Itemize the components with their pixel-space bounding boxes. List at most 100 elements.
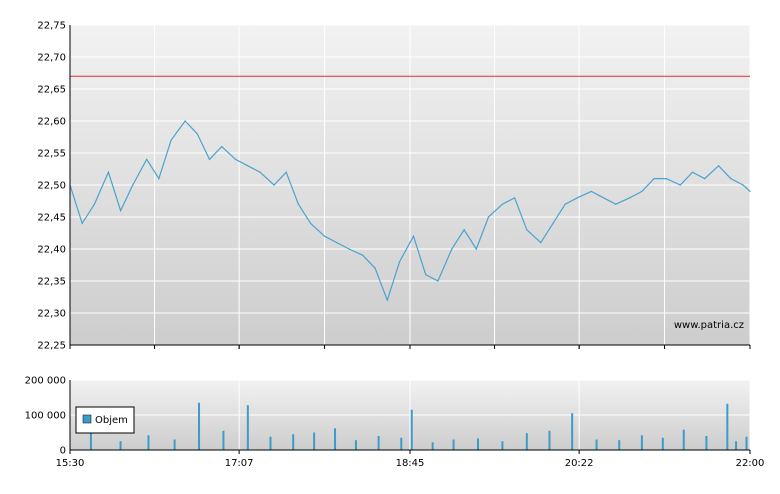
price-point (475, 248, 477, 250)
price-y-tick-label: 22,40 (37, 245, 66, 256)
volume-y-tick-label: 200 000 (25, 376, 66, 387)
price-point (576, 197, 578, 199)
x-tick-label: 15:30 (56, 458, 85, 469)
volume-legend: Objem (75, 406, 135, 434)
price-point (81, 222, 83, 224)
price-point (196, 133, 198, 135)
price-y-tick-label: 22,35 (37, 277, 66, 288)
volume-bar (548, 430, 551, 450)
volume-bar (147, 435, 150, 450)
price-point (297, 203, 300, 205)
price-point (463, 229, 465, 231)
price-point (629, 197, 631, 199)
volume-bar (354, 440, 357, 450)
price-point (641, 190, 643, 192)
price-point (590, 190, 592, 192)
x-tick-label: 20:22 (565, 458, 594, 469)
price-y-tick-label: 22,55 (37, 149, 66, 160)
price-point (665, 178, 667, 180)
price-point (564, 203, 566, 205)
volume-bar (119, 441, 122, 450)
price-point (526, 229, 528, 231)
price-point (386, 299, 388, 301)
volume-bar (198, 402, 201, 450)
volume-bar (246, 405, 249, 450)
price-point (221, 146, 223, 148)
volume-bar (334, 428, 337, 450)
price-y-tick-label: 22,25 (37, 341, 66, 352)
price-point (247, 165, 249, 167)
price-point (398, 261, 401, 263)
volume-bar (595, 439, 598, 450)
price-point (336, 242, 338, 244)
price-point (514, 197, 516, 199)
price-point (170, 139, 172, 141)
price-y-tick-label: 22,70 (37, 53, 66, 64)
volume-y-tick-label: 0 (60, 446, 66, 457)
watermark: www.patria.cz (674, 320, 744, 331)
volume-bar (735, 441, 738, 450)
price-point (451, 248, 453, 250)
price-point (540, 242, 542, 244)
volume-bar (571, 413, 574, 450)
price-y-tick-label: 22,45 (37, 213, 66, 224)
x-tick-label: 22:00 (736, 458, 765, 469)
price-point (93, 203, 96, 205)
price-point (679, 184, 681, 186)
volume-bar (640, 435, 643, 450)
price-point (425, 274, 427, 276)
price-point (362, 254, 364, 256)
x-tick-label: 17:07 (225, 458, 254, 469)
volume-bar (173, 439, 176, 450)
volume-bar (292, 434, 295, 450)
price-point (602, 197, 605, 199)
volume-bar (222, 430, 225, 450)
price-y-tick-label: 22,75 (37, 21, 66, 32)
price-point (718, 165, 720, 167)
price-point (749, 190, 751, 192)
volume-bar (477, 438, 479, 450)
volume-bar (89, 429, 92, 450)
price-point (107, 171, 109, 173)
price-point (437, 280, 439, 282)
price-point (285, 171, 287, 173)
volume-bar (313, 432, 316, 450)
volume-bar (745, 436, 748, 450)
price-y-tick-label: 22,50 (37, 181, 66, 192)
price-point (132, 184, 134, 186)
x-axis: 15:30 17:07 18:45 20:22 22:00 (56, 450, 765, 469)
price-point (487, 216, 490, 218)
legend-swatch (82, 414, 92, 424)
price-point (552, 222, 554, 224)
volume-bar (525, 433, 528, 450)
price-point (374, 267, 376, 269)
price-point (412, 235, 415, 237)
price-point (146, 158, 148, 160)
price-point (691, 171, 694, 173)
volume-bar (682, 429, 685, 450)
price-point (730, 178, 732, 180)
volume-bar (501, 441, 504, 450)
price-point (184, 120, 186, 122)
price-point (323, 235, 326, 237)
price-point (208, 158, 211, 160)
volume-bar (452, 439, 455, 450)
price-point (615, 203, 617, 205)
volume-bar (269, 436, 272, 450)
volume-bar (726, 403, 729, 450)
price-y-tick-label: 22,60 (37, 117, 66, 128)
price-point (704, 178, 706, 180)
price-panel: 22,25 22,30 22,35 22,40 22,45 22,50 22,55 22,60… (37, 21, 751, 352)
volume-bar (705, 436, 708, 450)
price-y-tick-label: 22,65 (37, 85, 66, 96)
price-point (653, 178, 655, 180)
price-point (235, 158, 237, 160)
price-point (259, 171, 261, 173)
price-point (158, 178, 160, 180)
price-point (501, 203, 504, 205)
volume-bar (400, 437, 403, 450)
volume-bar (431, 442, 434, 450)
volume-bar (410, 409, 413, 450)
